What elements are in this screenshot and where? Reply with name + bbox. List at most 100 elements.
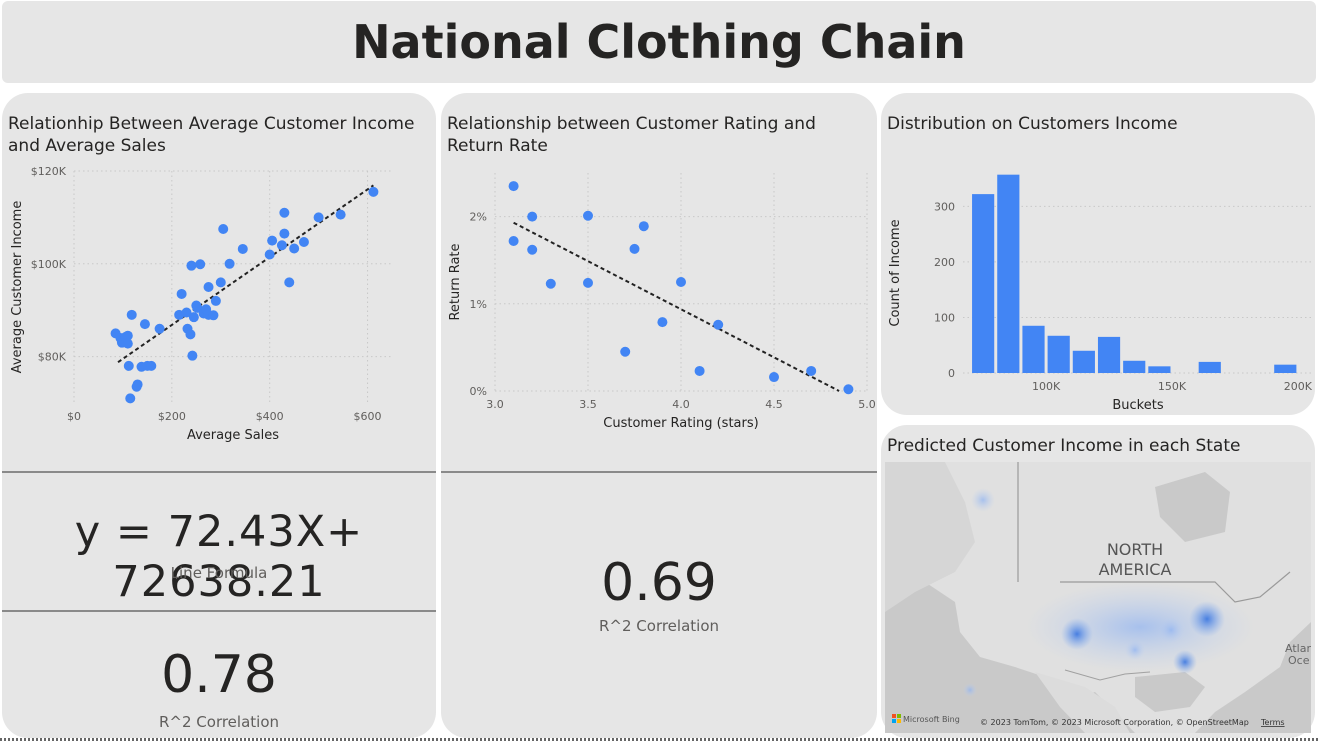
- map-title: Predicted Customer Income in each State: [887, 436, 1241, 456]
- data-point: [126, 309, 137, 320]
- y-axis-label: Average Customer Income: [10, 201, 25, 374]
- map-canvas[interactable]: NORTH AMERICA Atlan Oce Microsoft Bing ©…: [885, 462, 1311, 733]
- x-tick-label: 100K: [1032, 380, 1061, 393]
- histogram-bar: [972, 194, 995, 373]
- histogram-bar: [1198, 361, 1221, 373]
- histogram-bar: [1148, 366, 1171, 373]
- map-terms-link[interactable]: Terms: [1260, 718, 1285, 727]
- data-point: [146, 360, 157, 371]
- rating-return-scatter[interactable]: 0% 1% 2% 3.0 3.5 4.0 4.5 5.0 Customer Rating (st…: [441, 163, 877, 463]
- data-point: [583, 277, 593, 288]
- bing-logo: Microsoft Bing: [892, 714, 960, 724]
- title-bar: National Clothing Chain: [2, 1, 1316, 83]
- data-point: [188, 312, 199, 323]
- x-axis-label: Buckets: [1112, 398, 1163, 413]
- data-point: [122, 338, 133, 349]
- page-border: [0, 738, 1319, 741]
- x-tick-label: $400: [256, 410, 284, 423]
- histogram-bar: [1022, 325, 1045, 373]
- heat-spot: [963, 683, 977, 697]
- divider: [2, 610, 436, 612]
- histogram-bar: [1123, 360, 1146, 373]
- data-point: [284, 277, 295, 288]
- data-point: [215, 277, 226, 288]
- data-point: [154, 323, 165, 334]
- histogram-bar: [997, 174, 1020, 373]
- y-tick-label: 0%: [470, 385, 487, 398]
- histogram-bar: [1097, 336, 1121, 373]
- us-map[interactable]: NORTH AMERICA Atlan Oce Microsoft Bing ©…: [885, 462, 1311, 733]
- heat-spot: [971, 488, 995, 512]
- data-point: [508, 181, 519, 192]
- data-point: [313, 212, 324, 223]
- data-point: [527, 244, 538, 255]
- data-point: [620, 346, 631, 357]
- data-point: [279, 228, 290, 239]
- map-label: NORTH: [1107, 540, 1163, 559]
- y-axis-label: Return Rate: [448, 243, 463, 320]
- data-point: [806, 365, 817, 376]
- data-point: [122, 330, 133, 341]
- data-point: [368, 186, 379, 197]
- data-point: [186, 260, 197, 271]
- page-title: National Clothing Chain: [352, 15, 966, 69]
- map-label: AMERICA: [1099, 560, 1172, 579]
- income-distribution-card: Distribution on Customers Income 0 100 200…: [881, 93, 1315, 415]
- gulf-of-mexico: [1135, 672, 1205, 712]
- x-tick-label: $0: [67, 410, 81, 423]
- chart-title: Relationhip Between Average Customer Inc…: [8, 114, 415, 156]
- map-label: Atlan: [1285, 642, 1311, 655]
- income-r2-label: R^2 Correlation: [158, 713, 279, 731]
- trend-line: [513, 221, 840, 392]
- line-formula-value: y = 72.43X+ 72638.21: [74, 507, 364, 607]
- rating-return-card: Relationship between Customer Rating and…: [441, 93, 877, 738]
- rating-r2-label: R^2 Correlation: [598, 617, 719, 635]
- data-point: [237, 243, 248, 254]
- chart-title: Distribution on Customers Income: [887, 114, 1178, 134]
- y-tick-label: $120K: [31, 165, 67, 178]
- income-r2-value: 0.78: [161, 645, 277, 705]
- bing-brand: Microsoft Bing: [903, 715, 960, 724]
- income-sales-scatter[interactable]: $80K $100K $120K $0 $200 $400 $600 Average Sale…: [2, 163, 436, 463]
- divider: [441, 471, 877, 473]
- land-alaska: [885, 462, 975, 612]
- income-sales-card: Relationhip Between Average Customer Inc…: [2, 93, 436, 738]
- data-point: [545, 278, 556, 289]
- rating-r2-value: 0.69: [601, 553, 717, 613]
- income-histogram[interactable]: 0 100 200 300 100K 150K 200K Buckets Count of In…: [881, 153, 1315, 415]
- hudson-bay: [1155, 472, 1230, 542]
- data-point: [508, 236, 519, 247]
- x-tick-label: 5.0: [858, 398, 876, 411]
- data-point: [676, 277, 686, 287]
- data-point: [289, 243, 300, 254]
- data-point: [657, 317, 668, 328]
- data-point: [139, 319, 150, 330]
- y-tick-label: 2%: [470, 211, 487, 224]
- data-point: [185, 329, 196, 340]
- map-attribution[interactable]: © 2023 TomTom, © 2023 Microsoft Corporat…: [980, 718, 1249, 727]
- data-point: [264, 249, 275, 260]
- data-point: [203, 282, 214, 292]
- data-point: [125, 393, 136, 404]
- data-point: [769, 372, 779, 383]
- map-label: Oce: [1288, 654, 1310, 667]
- x-tick-label: $600: [354, 410, 382, 423]
- data-point: [195, 259, 206, 270]
- line-formula-label: Line Formula: [170, 564, 268, 582]
- heat-spot: [1173, 650, 1197, 674]
- y-tick-label: $100K: [31, 258, 67, 271]
- data-point: [267, 235, 278, 246]
- data-point: [132, 379, 143, 390]
- data-point: [527, 211, 538, 222]
- y-tick-label: 0: [948, 367, 955, 380]
- data-point: [208, 310, 219, 321]
- histogram-bar: [1274, 364, 1297, 373]
- histogram-bar: [1072, 350, 1095, 373]
- data-point: [583, 210, 593, 221]
- x-tick-label: 3.0: [486, 398, 504, 411]
- data-point: [187, 350, 198, 361]
- data-point: [279, 207, 290, 218]
- histogram-bar: [1047, 335, 1070, 373]
- country-border: [1064, 669, 1151, 681]
- x-axis-label: Average Sales: [187, 428, 279, 443]
